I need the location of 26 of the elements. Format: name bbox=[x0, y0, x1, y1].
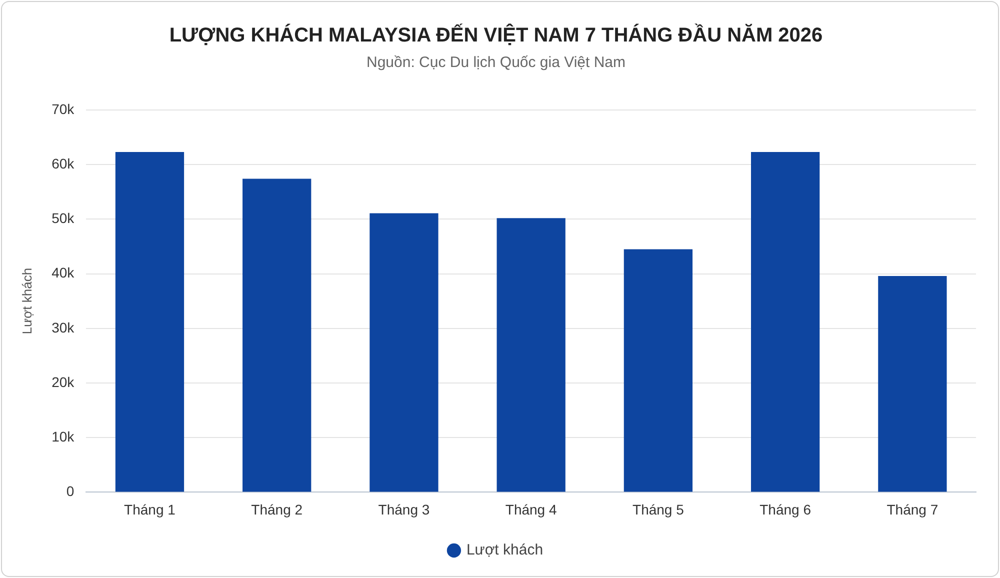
chart-subtitle: Nguồn: Cục Du lịch Quốc gia Việt Nam bbox=[366, 54, 626, 72]
bar bbox=[878, 276, 947, 492]
x-tick-label: Tháng 5 bbox=[632, 501, 684, 518]
bar bbox=[624, 249, 693, 492]
bar bbox=[751, 152, 820, 492]
bar bbox=[242, 178, 312, 492]
y-tick-label: 30k bbox=[52, 319, 76, 336]
y-tick-label: 40k bbox=[52, 264, 76, 281]
legend-label: Lượt khách bbox=[466, 542, 544, 559]
y-tick-label: 70k bbox=[52, 100, 76, 117]
bar bbox=[496, 218, 566, 492]
x-tick-label: Tháng 7 bbox=[886, 501, 938, 518]
x-tick-label: Tháng 4 bbox=[505, 501, 557, 518]
bar bbox=[115, 152, 184, 492]
y-axis-title: Lượt khách bbox=[19, 268, 34, 334]
x-tick-label: Tháng 6 bbox=[760, 501, 812, 518]
chart-title: LƯỢNG KHÁCH MALAYSIA ĐẾN VIỆT NAM 7 THÁNG ĐẦU NĂM 2026 bbox=[169, 24, 823, 47]
y-tick-label: 10k bbox=[52, 428, 76, 444]
x-tick-label: Tháng 3 bbox=[378, 501, 430, 518]
y-tick-label: 50k bbox=[52, 210, 76, 226]
y-tick-label: 60k bbox=[52, 155, 76, 172]
y-tick-label: 20k bbox=[52, 374, 76, 390]
x-tick-label: Tháng 2 bbox=[251, 501, 303, 518]
y-tick-label: 0 bbox=[66, 483, 74, 500]
bar bbox=[370, 213, 438, 492]
x-tick-label: Tháng 1 bbox=[124, 501, 176, 518]
